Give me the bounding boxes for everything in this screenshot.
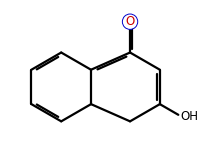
Text: O: O: [125, 15, 135, 28]
Text: OH: OH: [180, 110, 199, 123]
